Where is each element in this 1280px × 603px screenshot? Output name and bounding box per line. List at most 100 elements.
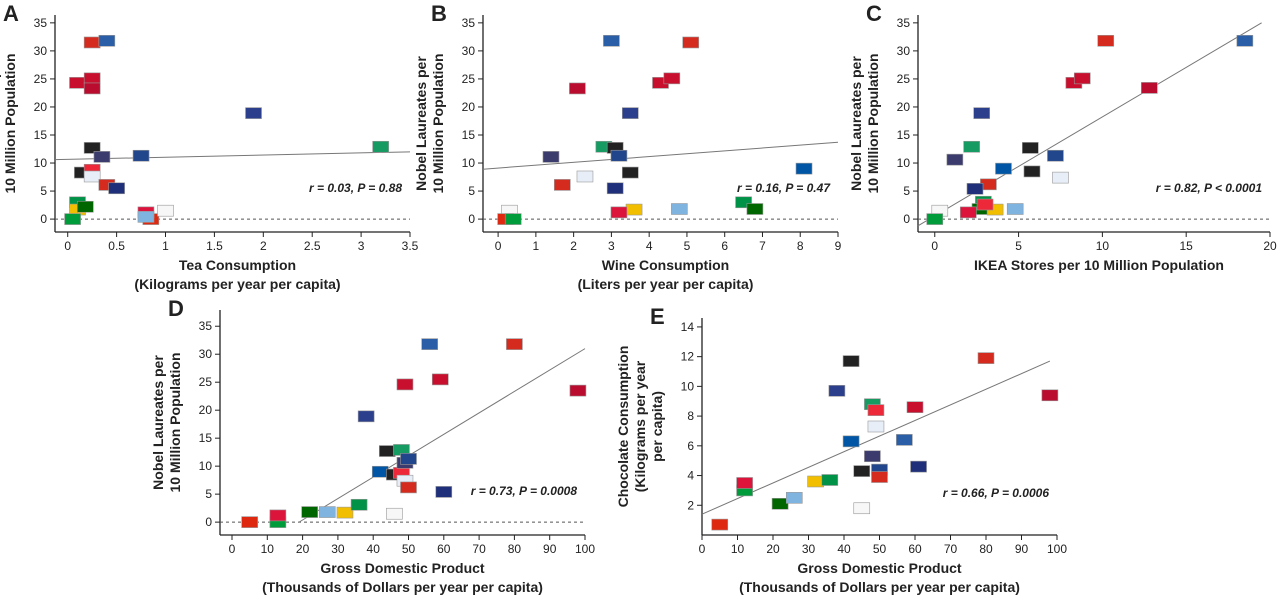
annotation: r = 0.16, P = 0.47 [737,181,831,195]
flag-marker [83,82,101,95]
y-tick-label: 20 [897,100,911,114]
x-axis-label: Wine Consumption [602,257,729,273]
y-tick-label: 20 [34,100,48,114]
flag-marker [357,410,375,423]
flag-marker [853,502,871,515]
flag-marker [906,401,924,413]
panel-letter: D [168,296,184,321]
flag-marker [842,355,860,367]
flag-marker [301,506,318,518]
annotation: r = 0.66, P = 0.0006 [943,486,1050,500]
x-tick-label: 3 [358,239,365,253]
y-tick-label: 14 [681,320,695,334]
flag-marker [1097,34,1115,47]
x-tick-label: 30 [331,542,345,556]
flag-marker [736,477,753,489]
flag-marker [569,82,586,95]
y-tick-label: 30 [897,44,911,58]
x-tick-label: 15 [1180,239,1194,253]
flag-marker [1073,72,1091,85]
x-tick-label: 0 [931,239,938,253]
flag-marker [576,170,594,183]
x-tick-label: 9 [835,239,842,253]
flag-marker [995,162,1012,175]
y-tick-label: 0 [40,212,47,226]
panel-letter: C [866,1,882,26]
flag-marker [1141,82,1158,94]
y-tick-label: 35 [462,16,476,30]
flag-marker [864,450,881,463]
y-tick-label: 10 [462,156,476,170]
y-tick-label: 10 [199,459,213,473]
flag-marker [821,474,839,486]
x-tick-label: 20 [296,542,310,556]
flag-marker [1052,171,1069,184]
flag-marker [83,142,101,154]
x-tick-label: 5 [684,239,691,253]
flag-marker [435,486,453,498]
flag-marker [966,183,984,195]
flag-marker [542,151,560,163]
annotation: r = 0.82, P < 0.0001 [1156,181,1263,195]
flag-marker [867,420,885,433]
y-tick-label: 5 [205,487,212,501]
annotation: r = 0.73, P = 0.0008 [471,484,578,498]
flag-marker [735,196,752,209]
x-tick-label: 8 [797,239,804,253]
x-axis-label: Tea Consumption [179,257,296,273]
flag-marker [682,36,700,49]
flag-marker [603,34,620,47]
flag-marker [926,213,944,225]
x-tick-label: 1 [533,239,540,253]
x-tick-label: 4 [646,239,653,253]
y-tick-label: 12 [681,350,695,364]
y-tick-label: 35 [34,16,48,30]
flag-marker [963,140,980,153]
y-tick-label: 10 [897,156,911,170]
flag-marker [350,498,368,511]
flag-marker [83,72,101,85]
flag-marker [400,453,417,465]
y-tick-label: 0 [903,212,910,226]
flag-marker [663,72,681,85]
flag-marker [569,384,587,397]
x-tick-label: 60 [908,542,922,556]
x-tick-label: 5 [1015,239,1022,253]
flag-marker [871,471,888,483]
x-tick-label: 80 [979,542,993,556]
flag-marker [98,34,116,47]
flag-marker [671,203,688,215]
y-tick-label: 8 [687,409,694,423]
x-axis-label: Gross Domestic Product [320,560,484,576]
x-tick-label: 40 [367,542,381,556]
flag-marker [245,107,262,119]
flag-marker [621,166,639,179]
x-axis-label: (Thousands of Dollars per year per capit… [262,579,543,595]
y-tick-label: 25 [199,375,213,389]
flag-marker [504,213,522,225]
y-axis-label: 10 Million Population [430,54,446,194]
y-tick-label: 5 [468,184,475,198]
flag-marker [431,373,449,386]
flag-marker [946,153,964,166]
panel-letter: B [431,1,447,26]
x-axis-label: IKEA Stores per 10 Million Population [974,257,1224,273]
y-tick-label: 35 [199,319,213,333]
flag-marker [828,385,846,397]
x-axis-label: (Kilograms per year per capita) [134,276,340,292]
x-tick-label: 2 [260,239,267,253]
x-tick-label: 3 [608,239,615,253]
flag-marker [1041,389,1059,402]
flag-marker [1022,142,1039,154]
y-axis-label: 10 Million Population [865,54,881,194]
flag-marker [959,206,977,219]
y-tick-label: 0 [205,515,212,529]
y-tick-label: 10 [681,379,695,393]
flag-marker [241,516,258,528]
x-tick-label: 1.5 [206,239,223,253]
flag-marker [1023,165,1041,178]
flag-marker [711,518,729,531]
x-tick-label: 70 [944,542,958,556]
flag-marker [795,162,813,175]
x-tick-label: 100 [1047,542,1067,556]
